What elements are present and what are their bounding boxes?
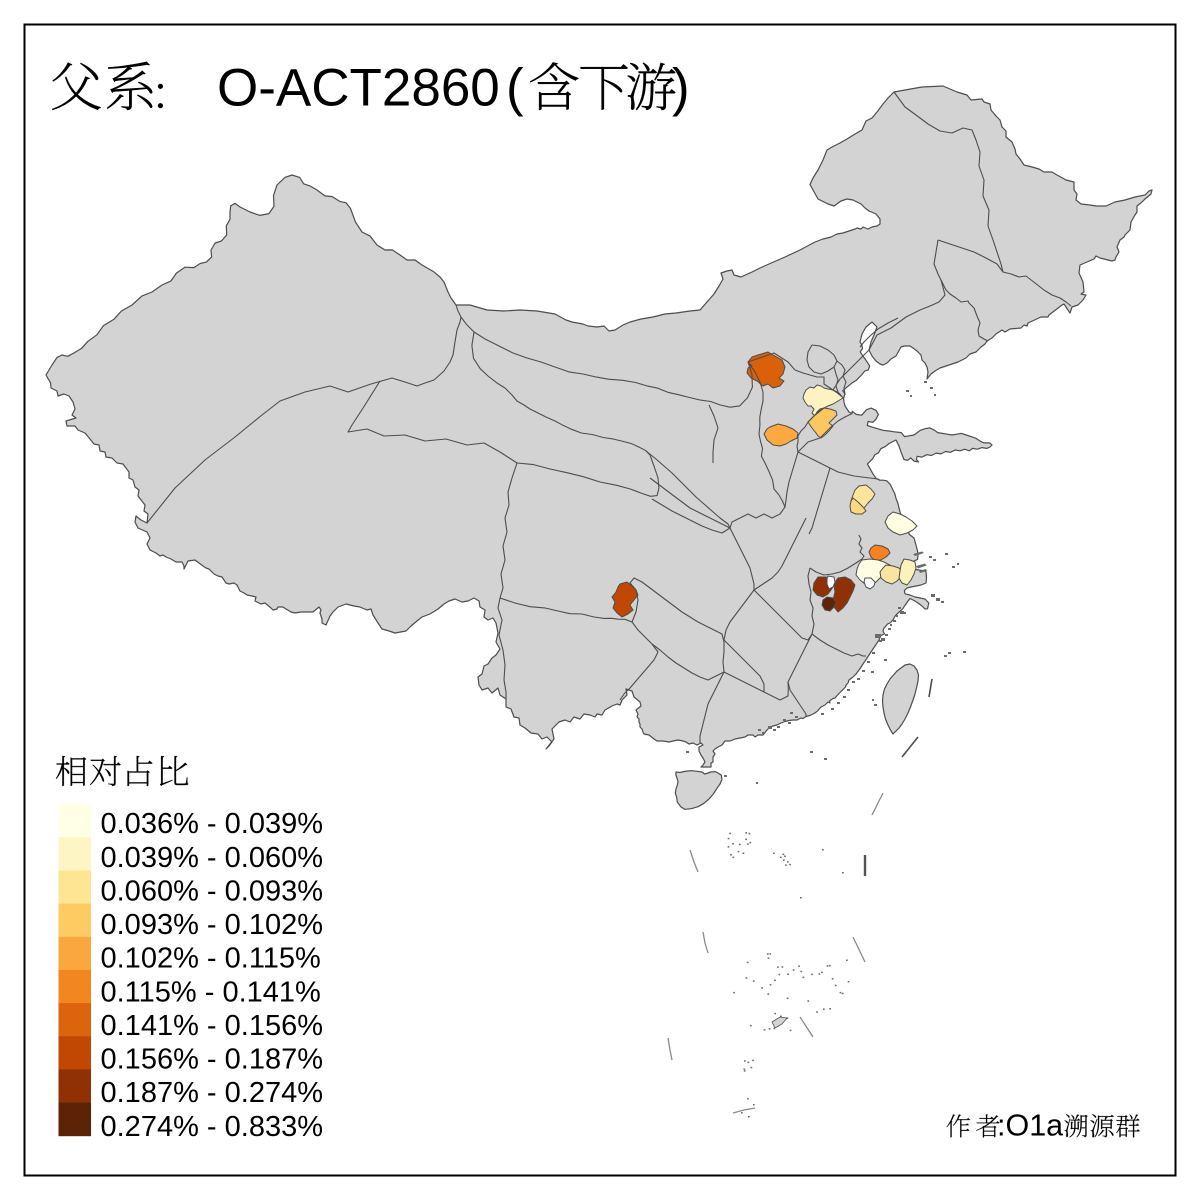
svg-text:0.039% - 0.060%: 0.039% - 0.060% (101, 842, 323, 874)
svg-text:0.102% - 0.115%: 0.102% - 0.115% (101, 943, 321, 975)
svg-text::O1a: :O1a (997, 1109, 1063, 1143)
svg-text:0.093% - 0.102%: 0.093% - 0.102% (101, 909, 323, 941)
svg-text:(: ( (506, 59, 524, 118)
svg-text:0.274% - 0.833%: 0.274% - 0.833% (101, 1111, 323, 1143)
svg-text:0.156% - 0.187%: 0.156% - 0.187% (101, 1044, 323, 1076)
svg-text:0.036% - 0.039%: 0.036% - 0.039% (101, 808, 323, 840)
svg-text:O-ACT2860: O-ACT2860 (217, 59, 500, 118)
svg-text:0.060% - 0.093%: 0.060% - 0.093% (101, 876, 323, 908)
svg-text:): ) (672, 59, 690, 118)
svg-text:0.115% - 0.141%: 0.115% - 0.141% (101, 976, 321, 1008)
svg-text:0.187% - 0.274%: 0.187% - 0.274% (101, 1077, 323, 1109)
svg-text:0.141% - 0.156%: 0.141% - 0.156% (101, 1010, 323, 1042)
